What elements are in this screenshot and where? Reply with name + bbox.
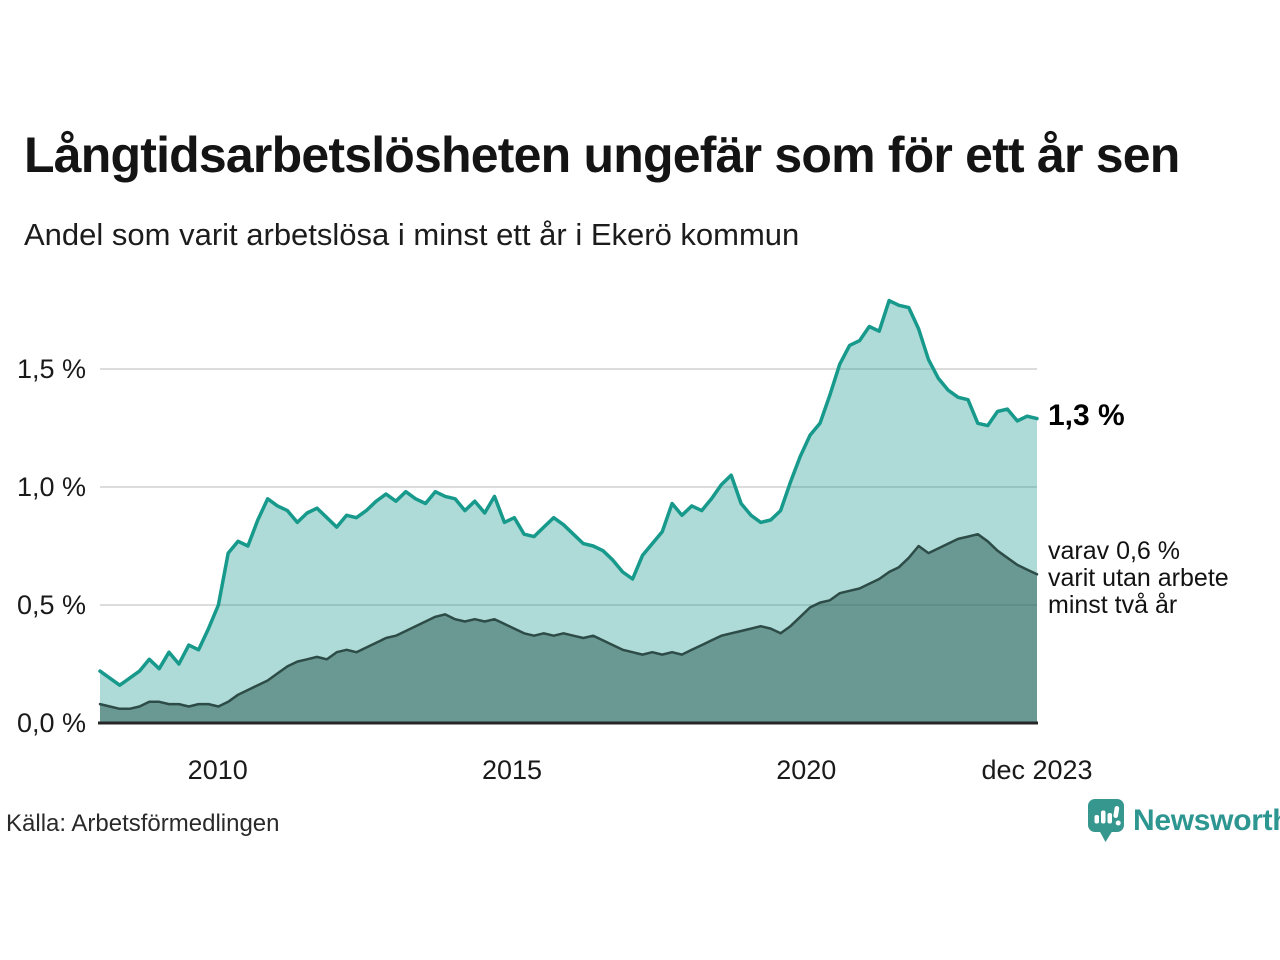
chart-subtitle: Andel som varit arbetslösa i minst ett å… [24,217,800,252]
y-tick-label: 0,0 % [17,708,86,738]
source-credit: Källa: Arbetsförmedlingen [6,810,280,837]
newsworthy-brand: Newsworthy [1087,798,1280,844]
annotation-line: minst två år [1048,591,1178,620]
series-line [98,298,1039,687]
x-tick-label: dec 2023 [981,755,1092,785]
x-tick-label: 2010 [188,755,248,785]
newsworthy-logo-icon [1088,799,1124,842]
area-fill [100,534,1037,723]
annotation-line: varit utan arbete [1048,564,1229,593]
y-tick-label: 1,0 % [17,472,86,502]
series-line [98,532,1039,711]
y-tick-label: 1,5 % [17,354,86,384]
y-tick-label: 0,5 % [17,590,86,620]
x-tick-label: 2015 [482,755,542,785]
x-tick-label: 2020 [776,755,836,785]
newsworthy-wordmark: Newsworthy [1133,804,1280,837]
annotation-line: varav 0,6 % [1048,537,1181,566]
series2-end-annotation: varav 0,6 % varit utan arbete minst två … [1048,538,1229,619]
chart-title: Långtidsarbetslösheten ungefär som för e… [24,127,1180,183]
series1-end-value-label: 1,3 % [1048,398,1125,432]
